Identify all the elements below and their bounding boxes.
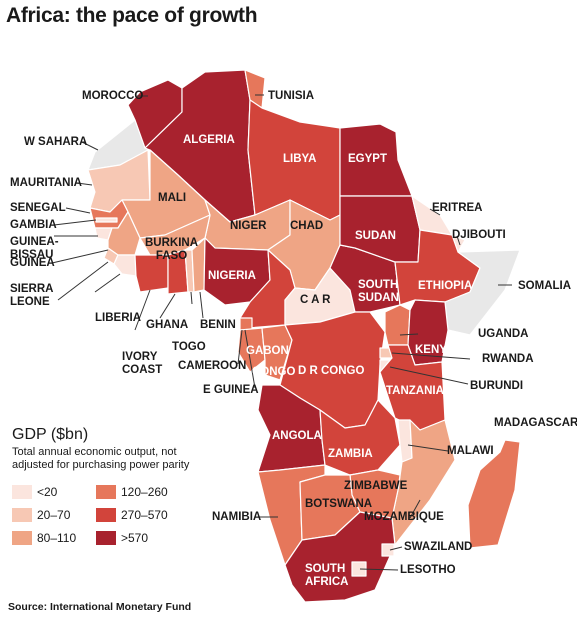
- label-morocco: MOROCCO: [82, 90, 144, 102]
- label-burundi: BURUNDI: [470, 380, 524, 392]
- label-w-sahara: W SAHARA: [24, 136, 88, 148]
- legend-note: Total annual economic output, not adjust…: [12, 446, 190, 471]
- legend-swatch: [12, 531, 32, 545]
- label-malawi: MALAWI: [447, 445, 494, 457]
- label-egypt: EGYPT: [348, 153, 387, 165]
- map-title: Africa: the pace of growth: [6, 4, 258, 27]
- label-senegal: SENEGAL: [10, 202, 66, 214]
- label-zimbabwe: ZIMBABWE: [344, 480, 408, 492]
- label-chad: CHAD: [290, 220, 324, 232]
- label-lesotho: LESOTHO: [400, 564, 456, 576]
- label-rwanda: RWANDA: [482, 353, 534, 365]
- label-angola: ANGOLA: [272, 430, 322, 442]
- label-south-sudan: SOUTH SUDAN: [358, 279, 399, 304]
- label-guinea: GUINEA: [10, 257, 55, 269]
- label-cameroon: CAMEROON: [178, 360, 247, 372]
- label-guinea-bissau: GUINEA- BISSAU: [10, 236, 59, 261]
- label-swaziland: SWAZILAND: [404, 541, 473, 553]
- legend-swatch: [96, 485, 116, 499]
- label-gambia: GAMBIA: [10, 219, 57, 231]
- legend-label: 20–70: [37, 508, 71, 522]
- legend-swatch: [96, 531, 116, 545]
- source-note: Source: International Monetary Fund: [8, 601, 192, 613]
- legend-swatch: [12, 508, 32, 522]
- legend-swatch: [96, 508, 116, 522]
- label-niger: NIGER: [230, 220, 267, 232]
- label-togo: TOGO: [172, 341, 206, 353]
- label-eritrea: ERITREA: [432, 202, 483, 214]
- country-e-guinea: [239, 317, 253, 331]
- label-botswana: BOTSWANA: [305, 498, 373, 510]
- label-libya: LIBYA: [283, 153, 317, 165]
- label-mauritania: MAURITANIA: [10, 177, 82, 189]
- label-tunisia: TUNISIA: [268, 90, 314, 102]
- label-kenya: KENYA: [415, 344, 455, 356]
- label-ivory-coast: IVORY COAST: [122, 351, 163, 376]
- label-car: C A R: [300, 294, 331, 306]
- legend-label: 270–570: [121, 508, 168, 522]
- label-burkina-faso: BURKINA FASO: [145, 237, 199, 262]
- label-mali: MALI: [158, 192, 187, 204]
- label-madagascar: MADAGASCAR: [494, 417, 577, 429]
- legend-label: <20: [37, 485, 58, 499]
- label-namibia: NAMIBIA: [212, 511, 262, 523]
- label-djibouti: DJIBOUTI: [452, 229, 506, 241]
- label-congo: CONGO: [252, 366, 296, 378]
- label-dr-congo: D R CONGO: [298, 365, 365, 377]
- label-ethiopia: ETHIOPIA: [418, 280, 473, 292]
- country-swaziland: [381, 543, 395, 557]
- label-sudan: SUDAN: [355, 230, 396, 242]
- label-tanzania: TANZANIA: [386, 385, 444, 397]
- label-benin: BENIN: [200, 319, 236, 331]
- country-liberia: [113, 254, 137, 277]
- label-uganda: UGANDA: [478, 328, 529, 340]
- label-zambia: ZAMBIA: [328, 448, 373, 460]
- label-south-africa: SOUTH AFRICA: [305, 563, 349, 588]
- country-gabon: [237, 327, 266, 373]
- label-algeria: ALGERIA: [183, 134, 235, 146]
- country-uganda: [384, 304, 411, 346]
- legend-label: >570: [121, 531, 149, 545]
- label-sierra-leone: SIERRA LEONE: [10, 283, 54, 308]
- legend-swatch: [12, 485, 32, 499]
- label-gabon: GABON: [246, 345, 289, 357]
- label-mozambique: MOZAMBIQUE: [364, 511, 444, 523]
- label-ghana: GHANA: [146, 319, 189, 331]
- legend-title: GDP ($bn): [12, 426, 89, 443]
- country-madagascar: [467, 439, 521, 549]
- country-gambia: [95, 217, 118, 223]
- label-liberia: LIBERIA: [95, 312, 141, 324]
- label-nigeria: NIGERIA: [208, 270, 256, 282]
- legend-label: 80–110: [37, 531, 77, 545]
- label-e-guinea: E GUINEA: [203, 384, 259, 396]
- label-somalia: SOMALIA: [518, 280, 572, 292]
- country-south-africa: [284, 511, 396, 603]
- legend-label: 120–260: [121, 485, 168, 499]
- country-lesotho: [351, 561, 367, 577]
